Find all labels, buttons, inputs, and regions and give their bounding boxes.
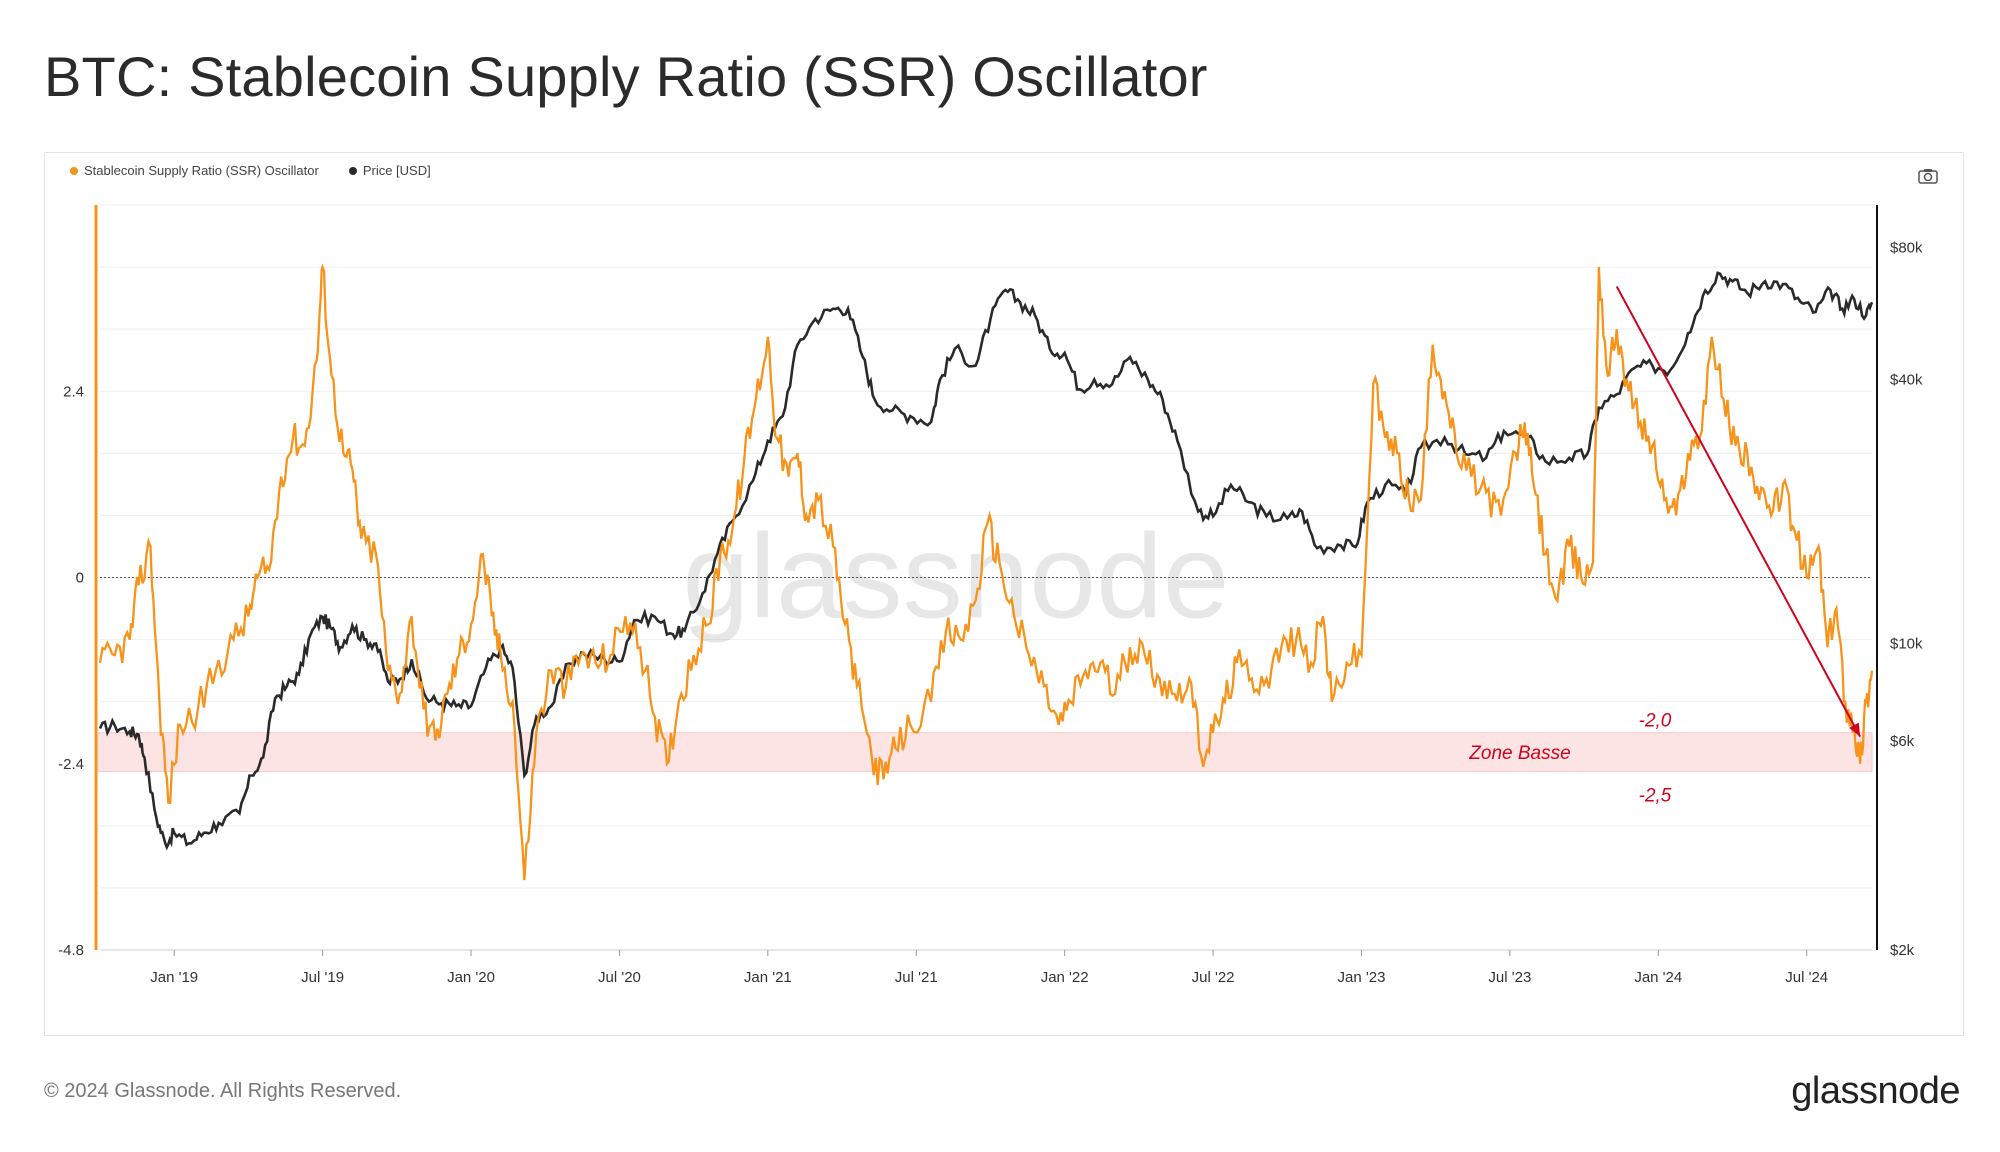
x-tick-label: Jan '20 [447,969,495,986]
glassnode-logo[interactable]: glassnode [1791,1070,1960,1112]
annotation-lower: -2,5 [1639,786,1672,807]
right-tick-label: $40k [1890,371,1923,388]
annotation-zone-label: Zone Basse [1468,743,1570,764]
trend-arrow-line [1615,286,1862,738]
trend-arrow [1615,286,1862,738]
left-tick-label: -4.8 [58,942,84,959]
right-tick-label: $2k [1890,942,1915,959]
camera-icon[interactable] [1918,168,1938,184]
x-tick-label: Jul '23 [1488,969,1531,986]
legend-price-label: Price [USD] [362,163,431,178]
trend-arrow-head [1849,722,1861,737]
x-axis-ticks: Jan '19 Jul '19 Jan '20 Jul '20 Jan '21 Jul '… [100,949,1872,986]
legend-ssr-label: Stablecoin Supply Ratio (SSR) Oscillator [84,163,319,178]
right-tick-label: $10k [1890,636,1923,653]
legend-ssr-dot [70,166,78,175]
legend-price-dot [348,166,357,175]
x-tick-label: Jul '20 [598,969,641,986]
x-tick-label: Jan '19 [150,969,198,986]
zone-basse-band [95,732,1873,773]
annotation-upper: -2,0 [1639,711,1672,732]
x-tick-label: Jan '23 [1338,969,1386,986]
right-tick-label: $80k [1890,239,1923,256]
copyright-text: © 2024 Glassnode. All Rights Reserved. [44,1080,402,1102]
x-tick-label: Jul '24 [1785,969,1828,986]
x-tick-label: Jul '21 [895,969,938,986]
legend-item-ssr[interactable]: Stablecoin Supply Ratio (SSR) Oscillator [70,163,319,178]
series-ssr-line [98,263,1874,881]
x-tick-label: Jan '24 [1634,969,1682,986]
legend: Stablecoin Supply Ratio (SSR) Oscillator… [70,163,431,178]
right-tick-label: $6k [1890,733,1915,750]
annotations: -2,0 Zone Basse -2,5 [1468,711,1672,807]
x-tick-label: Jan '21 [744,969,792,986]
page-title: BTC: Stablecoin Supply Ratio (SSR) Oscil… [44,45,1208,108]
chart-panel [44,152,1964,1036]
left-tick-label: -2.4 [58,756,84,773]
right-axis-ticks: $80k $40k $10k $6k $2k [1890,239,1923,959]
chart-watermark: glassnode [682,510,1229,644]
left-tick-label: 0 [76,570,84,587]
left-tick-label: 2.4 [63,383,84,400]
legend-item-price[interactable]: Price [USD] [348,163,431,178]
series-price-line [98,271,1874,851]
left-axis-ticks: 2.4 0 -2.4 -4.8 [58,383,84,959]
x-tick-label: Jul '22 [1192,969,1235,986]
x-tick-label: Jul '19 [301,969,344,986]
x-tick-label: Jan '22 [1041,969,1089,986]
